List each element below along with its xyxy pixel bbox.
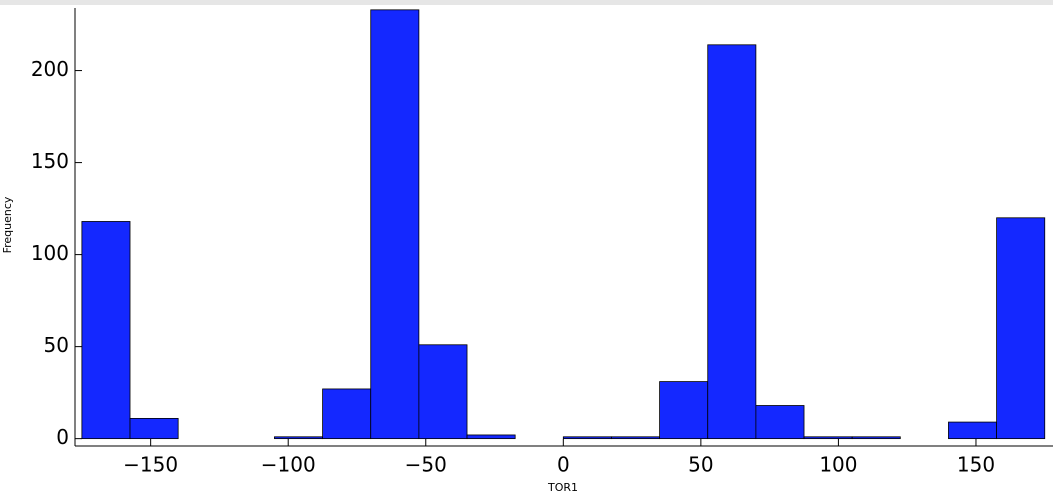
x-tick-label: 100: [819, 453, 857, 477]
bar: [370, 9, 420, 440]
x-tick-label: −150: [123, 453, 178, 477]
bar: [129, 417, 179, 440]
bar: [803, 436, 853, 440]
bar: [851, 436, 901, 440]
bar: [322, 388, 372, 440]
bar: [948, 421, 998, 440]
top-strip: [0, 0, 1053, 5]
bar: [562, 436, 612, 440]
x-tick-label: 150: [957, 453, 995, 477]
bar: [996, 217, 1046, 440]
bar: [81, 221, 131, 440]
y-tick-label: 0: [56, 425, 69, 449]
bar: [755, 405, 805, 440]
bar: [418, 344, 468, 440]
bar: [466, 434, 516, 440]
y-tick-label: 150: [31, 149, 69, 173]
y-tick-label: 200: [31, 57, 69, 81]
bar: [274, 436, 323, 440]
x-tick-label: −50: [405, 453, 447, 477]
x-tick-label: −100: [261, 453, 316, 477]
x-axis-title: TOR1: [547, 481, 578, 494]
x-tick-label: 50: [688, 453, 713, 477]
x-tick-label: 0: [557, 453, 570, 477]
y-tick-label: 100: [31, 241, 69, 265]
y-axis-title: Frequency: [1, 196, 14, 253]
bar: [611, 436, 660, 440]
bar: [707, 44, 757, 440]
y-tick-label: 50: [44, 333, 69, 357]
bar: [659, 381, 709, 440]
